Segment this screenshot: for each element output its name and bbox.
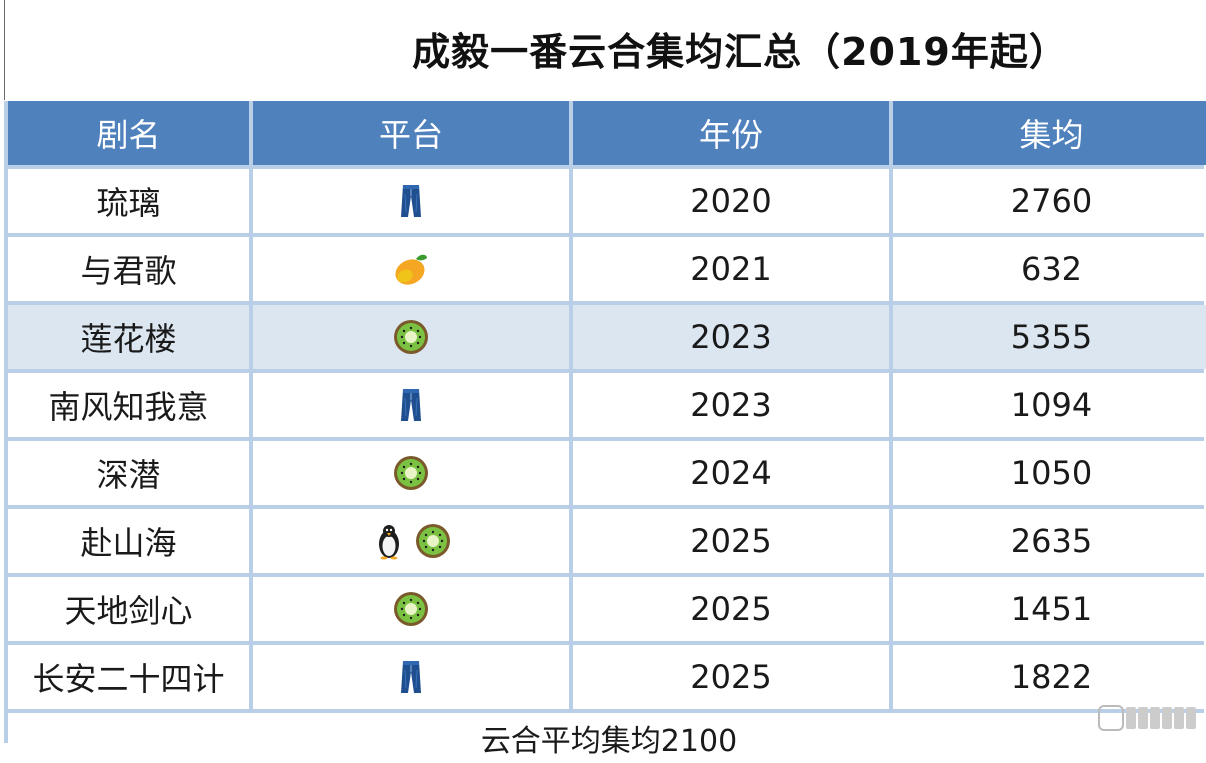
cell-platform [253, 509, 569, 573]
cell-year: 2025 [573, 509, 889, 573]
cell-drama-name: 与君歌 [8, 237, 249, 301]
cell-avg: 1094 [893, 373, 1206, 437]
jeans-icon [392, 386, 430, 424]
header-year: 年份 [573, 101, 889, 165]
cell-year: 2020 [573, 169, 889, 233]
cell-platform [253, 441, 569, 505]
footer-average: 云合平均集均2100 [8, 713, 1206, 763]
penguin-icon [370, 522, 408, 560]
cell-drama-name: 赴山海 [8, 509, 249, 573]
summary-table: 剧名 平台 年份 集均 琉璃 2020 2760 与君歌 2021 632 莲花楼 2023 5… [4, 101, 1206, 763]
cell-avg: 1822 [893, 645, 1206, 709]
cell-year: 2021 [573, 237, 889, 301]
jeans-icon [392, 182, 430, 220]
cell-drama-name: 莲花楼 [8, 305, 249, 369]
header-avg: 集均 [893, 101, 1206, 165]
cell-year: 2023 [573, 373, 889, 437]
cell-drama-name: 天地剑心 [8, 577, 249, 641]
page-title: 成毅一番云合集均汇总（2019年起） [412, 29, 1068, 74]
cell-drama-name: 琉璃 [8, 169, 249, 233]
cell-avg: 1050 [893, 441, 1206, 505]
cell-drama-name: 深潜 [8, 441, 249, 505]
kiwi-icon [392, 454, 430, 492]
watermark-square-icon [1098, 705, 1124, 731]
jeans-icon [392, 658, 430, 696]
cell-platform [253, 305, 569, 369]
left-border-line [4, 0, 5, 100]
cell-avg: 632 [893, 237, 1206, 301]
kiwi-icon [392, 590, 430, 628]
cell-avg: 5355 [893, 305, 1206, 369]
cell-year: 2025 [573, 577, 889, 641]
cell-platform [253, 645, 569, 709]
cell-drama-name: 长安二十四计 [8, 645, 249, 709]
cell-avg: 2760 [893, 169, 1206, 233]
cell-platform [253, 373, 569, 437]
cell-avg: 2635 [893, 509, 1206, 573]
cell-year: 2024 [573, 441, 889, 505]
cell-platform [253, 237, 569, 301]
mango-icon [392, 250, 430, 288]
kiwi-icon [414, 522, 452, 560]
watermark-logo [1098, 705, 1196, 731]
cell-avg: 1451 [893, 577, 1206, 641]
cell-drama-name: 南风知我意 [8, 373, 249, 437]
header-drama-name: 剧名 [8, 101, 249, 165]
header-platform: 平台 [253, 101, 569, 165]
cell-year: 2023 [573, 305, 889, 369]
cell-platform [253, 577, 569, 641]
cell-platform [253, 169, 569, 233]
kiwi-icon [392, 318, 430, 356]
cell-year: 2025 [573, 645, 889, 709]
